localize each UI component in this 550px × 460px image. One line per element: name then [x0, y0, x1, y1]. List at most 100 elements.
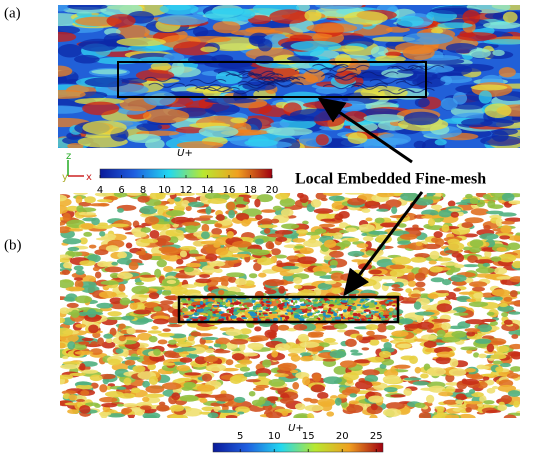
texture: [265, 241, 275, 250]
texture: [156, 235, 171, 243]
texture: [58, 44, 83, 58]
texture: [431, 318, 451, 323]
texture: [497, 404, 508, 411]
texture: [269, 312, 273, 314]
texture: [304, 316, 307, 319]
texture: [100, 280, 119, 286]
texture: [414, 197, 434, 206]
texture: [416, 314, 423, 323]
texture: [382, 375, 402, 384]
texture: [329, 265, 337, 269]
texture: [376, 208, 389, 212]
texture: [96, 199, 113, 203]
texture: [455, 393, 467, 401]
texture: [320, 316, 324, 320]
texture: [460, 346, 478, 351]
texture: [362, 369, 380, 376]
texture: [511, 334, 519, 339]
texture: [364, 303, 369, 307]
texture: [58, 105, 85, 114]
texture: [486, 387, 496, 394]
texture: [226, 272, 245, 278]
texture: [360, 298, 365, 302]
texture: [482, 193, 491, 200]
texture: [207, 310, 213, 315]
texture: [497, 384, 517, 392]
texture: [507, 390, 520, 397]
texture: [498, 303, 509, 308]
texture: [386, 299, 394, 302]
texture: [369, 311, 372, 314]
texture: [345, 338, 357, 348]
texture: [435, 356, 452, 365]
texture: [150, 61, 171, 71]
texture: [207, 303, 213, 308]
texture: [403, 111, 439, 126]
texture: [218, 311, 223, 315]
texture: [252, 317, 259, 321]
texture: [184, 84, 222, 90]
texture: [306, 413, 315, 418]
texture: [90, 341, 98, 347]
texture: [430, 277, 445, 283]
texture: [160, 300, 174, 305]
panel-label: (a): [4, 5, 21, 21]
texture: [356, 311, 363, 313]
texture: [276, 300, 279, 304]
texture: [280, 317, 283, 321]
texture: [509, 343, 520, 350]
texture: [164, 350, 177, 358]
texture: [380, 318, 385, 321]
texture: [213, 343, 221, 348]
texture: [218, 289, 225, 296]
texture: [320, 74, 358, 80]
texture: [187, 305, 194, 310]
texture: [436, 351, 455, 358]
texture: [464, 217, 484, 224]
texture: [133, 309, 152, 315]
texture: [468, 389, 476, 394]
texture: [294, 245, 304, 249]
texture: [397, 240, 412, 246]
texture: [122, 348, 129, 358]
texture: [145, 385, 165, 394]
texture: [117, 251, 128, 259]
texture: [201, 223, 210, 233]
texture: [383, 342, 392, 350]
texture: [378, 306, 383, 311]
texture: [454, 264, 465, 269]
texture: [422, 65, 455, 73]
texture: [166, 279, 177, 285]
texture: [472, 286, 485, 292]
texture: [464, 277, 474, 284]
texture: [313, 312, 317, 315]
texture: [327, 75, 365, 81]
texture: [226, 201, 236, 211]
texture: [450, 274, 467, 282]
texture: [348, 400, 359, 405]
texture: [109, 272, 120, 279]
texture: [117, 208, 125, 213]
texture: [123, 377, 132, 386]
texture: [250, 249, 270, 256]
texture: [483, 400, 495, 405]
texture: [368, 356, 385, 363]
texture: [486, 343, 495, 353]
texture: [60, 374, 74, 380]
texture: [280, 208, 294, 217]
texture: [104, 266, 123, 273]
texture: [426, 394, 435, 404]
texture: [466, 298, 477, 303]
texture: [354, 359, 372, 364]
texture: [62, 212, 71, 222]
texture: [376, 193, 395, 198]
texture: [73, 265, 84, 271]
texture: [407, 272, 415, 281]
texture: [101, 341, 116, 349]
texture: [58, 65, 73, 77]
texture: [464, 328, 481, 333]
texture: [200, 231, 210, 240]
texture: [67, 5, 108, 10]
texture: [299, 247, 314, 255]
texture: [98, 373, 116, 380]
